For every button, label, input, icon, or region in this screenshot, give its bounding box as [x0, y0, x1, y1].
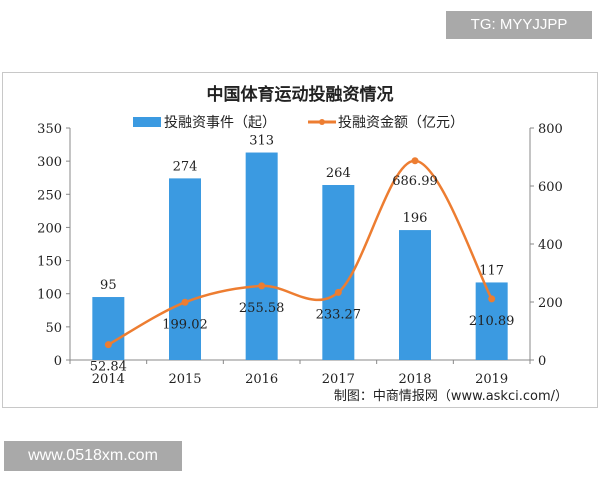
bar-data-label: 117 — [479, 263, 504, 278]
bar-data-label: 313 — [249, 134, 274, 149]
bar — [322, 185, 355, 360]
right-tick-label: 800 — [538, 122, 563, 137]
watermark-bottom: www.0518xm.com — [4, 441, 182, 471]
left-tick-label: 0 — [54, 354, 62, 369]
line-marker — [488, 295, 496, 303]
line-data-label: 255.58 — [239, 301, 285, 316]
left-tick-label: 250 — [37, 188, 62, 203]
line-data-label: 199.02 — [162, 317, 208, 332]
bar-data-label: 95 — [100, 278, 117, 293]
left-tick-label: 50 — [45, 321, 62, 336]
line-marker — [181, 298, 189, 306]
left-tick-label: 300 — [37, 155, 62, 170]
right-tick-label: 400 — [538, 238, 563, 253]
x-tick-label: 2016 — [245, 372, 278, 387]
left-tick-label: 100 — [37, 288, 62, 303]
bar-data-label: 264 — [326, 166, 351, 181]
chart-title: 中国体育运动投融资情况 — [207, 84, 394, 105]
bar — [92, 297, 125, 360]
chart-frame — [2, 72, 598, 408]
line-marker — [334, 288, 342, 296]
line-marker — [258, 282, 266, 290]
legend-line-label: 投融资金额（亿元） — [338, 115, 464, 131]
bar — [245, 152, 278, 360]
line-marker — [104, 341, 112, 349]
line-data-label: 210.89 — [469, 314, 515, 329]
bar-data-label: 274 — [173, 159, 198, 174]
line-marker — [411, 157, 419, 165]
x-tick-label: 2017 — [322, 372, 355, 387]
line-data-label: 233.27 — [316, 307, 362, 322]
x-tick-label: 2018 — [398, 372, 431, 387]
line-data-label: 52.84 — [90, 360, 127, 375]
line-data-label: 686.99 — [392, 174, 438, 189]
x-tick-label: 2015 — [168, 372, 201, 387]
bar — [399, 230, 431, 360]
right-tick-label: 200 — [538, 296, 563, 311]
source-note: 制图：中商情报网（www.askci.com/） — [334, 389, 568, 404]
x-tick-label: 2019 — [475, 372, 508, 387]
legend-bar-swatch — [133, 117, 161, 127]
bar-data-label: 196 — [403, 211, 428, 226]
x-tick-label: 2014 — [92, 372, 125, 387]
legend-line-marker — [319, 119, 325, 125]
watermark-top: TG: MYYJJPP — [446, 11, 592, 39]
bar — [169, 178, 201, 360]
right-tick-label: 0 — [538, 354, 546, 369]
left-tick-label: 350 — [37, 122, 62, 137]
legend-bar-label: 投融资事件（起） — [164, 115, 276, 131]
left-tick-label: 200 — [37, 221, 62, 236]
right-tick-label: 600 — [538, 180, 563, 195]
left-tick-label: 150 — [37, 255, 62, 270]
